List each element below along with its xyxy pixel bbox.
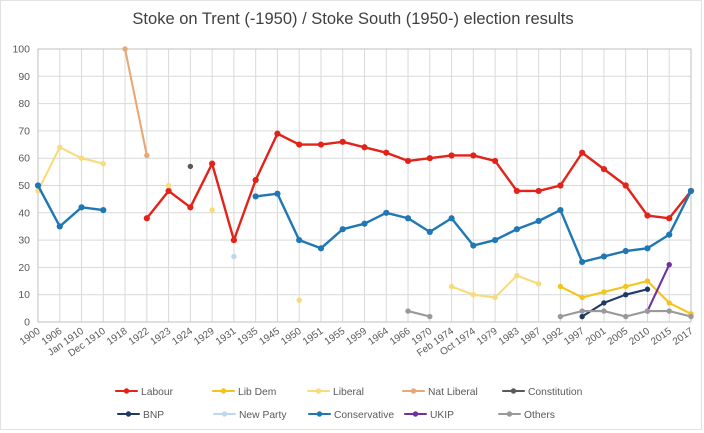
svg-text:1923: 1923 bbox=[149, 326, 174, 348]
svg-text:1966: 1966 bbox=[388, 326, 413, 348]
svg-text:Constitution: Constitution bbox=[528, 387, 583, 398]
svg-text:Labour: Labour bbox=[141, 387, 174, 398]
svg-text:60: 60 bbox=[18, 153, 30, 165]
svg-text:40: 40 bbox=[18, 207, 30, 219]
svg-text:2015: 2015 bbox=[649, 326, 674, 348]
svg-text:1964: 1964 bbox=[366, 326, 391, 348]
svg-text:UKIP: UKIP bbox=[430, 410, 454, 421]
svg-text:1929: 1929 bbox=[192, 326, 217, 348]
svg-text:70: 70 bbox=[18, 125, 30, 137]
svg-text:1987: 1987 bbox=[519, 326, 544, 348]
svg-text:90: 90 bbox=[18, 71, 30, 83]
svg-text:10: 10 bbox=[18, 289, 30, 301]
svg-text:Nat Liberal: Nat Liberal bbox=[428, 387, 478, 398]
svg-text:Conservative: Conservative bbox=[334, 410, 394, 421]
svg-text:1955: 1955 bbox=[323, 326, 348, 348]
svg-text:BNP: BNP bbox=[143, 410, 164, 421]
svg-text:2001: 2001 bbox=[584, 326, 609, 348]
svg-text:30: 30 bbox=[18, 235, 30, 247]
svg-text:1945: 1945 bbox=[257, 326, 282, 348]
svg-text:1992: 1992 bbox=[540, 326, 565, 348]
svg-text:1924: 1924 bbox=[170, 326, 195, 348]
svg-text:Others: Others bbox=[524, 410, 555, 421]
svg-text:Lib Dem: Lib Dem bbox=[238, 387, 276, 398]
svg-text:1951: 1951 bbox=[301, 326, 326, 348]
svg-text:1983: 1983 bbox=[497, 326, 522, 348]
svg-text:Liberal: Liberal bbox=[333, 387, 364, 398]
svg-text:1900: 1900 bbox=[18, 326, 43, 348]
svg-text:1931: 1931 bbox=[214, 326, 239, 348]
svg-text:1959: 1959 bbox=[344, 326, 369, 348]
svg-text:2005: 2005 bbox=[606, 326, 631, 348]
svg-text:2010: 2010 bbox=[627, 326, 652, 348]
svg-text:2017: 2017 bbox=[671, 326, 696, 348]
svg-text:0: 0 bbox=[24, 317, 30, 329]
svg-text:20: 20 bbox=[18, 262, 30, 274]
svg-text:1979: 1979 bbox=[475, 326, 500, 348]
svg-text:1922: 1922 bbox=[127, 326, 152, 348]
svg-text:80: 80 bbox=[18, 98, 30, 110]
svg-text:1935: 1935 bbox=[236, 326, 261, 348]
svg-text:New Party: New Party bbox=[239, 410, 287, 421]
svg-text:1950: 1950 bbox=[279, 326, 304, 348]
svg-text:1918: 1918 bbox=[105, 326, 130, 348]
svg-text:1997: 1997 bbox=[562, 326, 587, 348]
svg-text:100: 100 bbox=[12, 44, 30, 56]
svg-text:50: 50 bbox=[18, 180, 30, 192]
